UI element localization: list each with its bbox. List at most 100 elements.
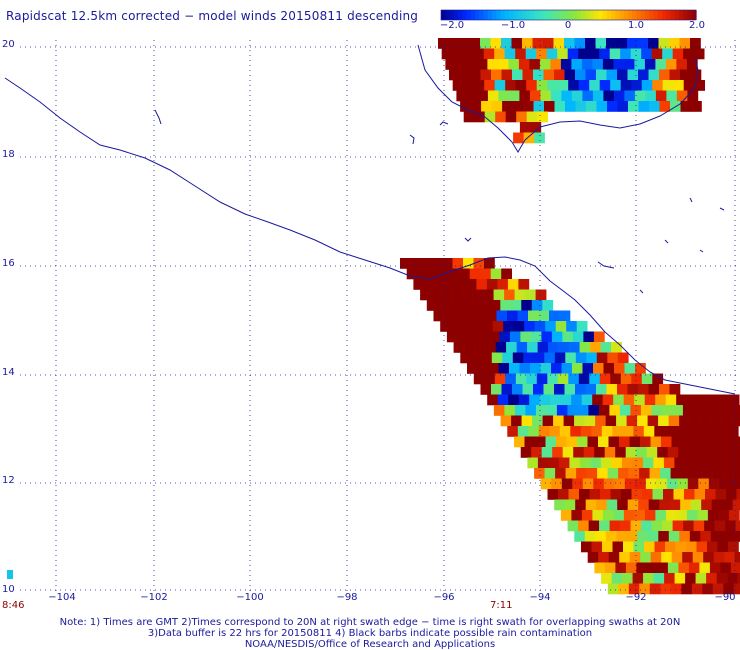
wind-cell [668, 531, 680, 542]
wind-cell [574, 531, 586, 542]
wind-cell [603, 90, 615, 102]
wind-cell [606, 69, 618, 81]
wind-cell [613, 59, 625, 70]
wind-cell [535, 405, 547, 416]
wind-cell [610, 373, 622, 385]
wind-cell [584, 415, 596, 427]
wind-cell [567, 520, 579, 532]
wind-cell [668, 415, 680, 427]
y-tick-label: 18 [2, 149, 15, 160]
wind-cell [737, 457, 740, 469]
wind-cell [622, 426, 634, 437]
wind-cell [517, 310, 529, 322]
wind-cell [731, 531, 740, 542]
wind-cell [466, 90, 478, 102]
wind-cell [517, 426, 529, 437]
wind-cell [727, 426, 739, 437]
colorbar-segment [530, 10, 536, 20]
wind-cell [490, 38, 502, 49]
colorbar-segment [628, 10, 633, 20]
wind-cell [699, 447, 710, 458]
wind-cell [400, 258, 411, 269]
wind-cell [612, 541, 624, 553]
wind-cell [702, 583, 714, 595]
wind-cell [721, 531, 733, 542]
wind-cell [733, 583, 740, 595]
wind-cell [508, 59, 520, 70]
wind-cell [694, 489, 706, 500]
wind-cell [549, 310, 560, 322]
wind-cell [714, 405, 726, 416]
wind-cell [535, 436, 546, 448]
wind-cell [581, 59, 593, 70]
wind-cell [614, 363, 625, 374]
wind-cell [484, 80, 495, 91]
wind-cell [540, 363, 552, 374]
wind-cell [664, 573, 675, 584]
wind-cell [731, 415, 740, 427]
colorbar-segment [547, 10, 553, 20]
wind-cell [497, 279, 509, 290]
wind-cell [569, 457, 581, 469]
wind-cell [729, 478, 740, 490]
wind-cell [421, 258, 432, 269]
wind-cell [501, 268, 512, 280]
wind-cell [637, 531, 649, 542]
wind-cell [602, 394, 614, 406]
wind-cell [577, 436, 588, 448]
wind-cell [538, 310, 550, 322]
wind-cell [483, 48, 495, 60]
wind-cell [614, 478, 626, 490]
swath-time-left: 8:46 [2, 600, 25, 611]
wind-cell [630, 48, 642, 60]
wind-cell [682, 436, 693, 448]
wind-cell [711, 499, 723, 511]
wind-cell [454, 310, 466, 322]
colorbar-segment [526, 10, 531, 20]
wind-cell [527, 342, 538, 353]
wind-cell [480, 268, 491, 280]
wind-cell [533, 352, 545, 364]
wind-cell [588, 405, 600, 416]
wind-cell [444, 310, 455, 322]
wind-cell [662, 520, 673, 532]
wind-cell [655, 90, 667, 102]
wind-cell [545, 321, 556, 332]
wind-cell [638, 384, 649, 395]
wind-cell [665, 541, 676, 553]
wind-cell [639, 468, 650, 479]
wind-cell [534, 321, 546, 332]
wind-cell [629, 552, 641, 563]
wind-cell [613, 90, 625, 102]
colorbar-segment [555, 10, 561, 20]
wind-cell [512, 352, 524, 364]
wind-cell [484, 258, 495, 269]
wind-cell [549, 426, 561, 437]
wind-cell [672, 520, 684, 532]
wind-cell [564, 499, 576, 511]
wind-cell [730, 447, 740, 458]
wind-cell [558, 342, 570, 353]
wind-cell [598, 436, 609, 448]
colorbar-segment [649, 10, 655, 20]
wind-cell [528, 310, 539, 322]
wind-cell [501, 384, 513, 395]
wind-cell [617, 101, 629, 112]
wind-cell [592, 59, 604, 70]
wind-cell [515, 80, 527, 91]
colorbar-segment [509, 10, 514, 20]
wind-cell [649, 101, 660, 112]
wind-cell [459, 69, 471, 81]
wind-cell [573, 447, 584, 458]
wind-cell [509, 363, 520, 374]
wind-cell [673, 80, 684, 91]
wind-cell [551, 363, 562, 374]
wind-cell [625, 447, 637, 458]
wind-cell [495, 342, 507, 353]
wind-cell [470, 69, 481, 81]
colorbar-segment [534, 10, 540, 20]
wind-cell [477, 363, 489, 374]
wind-cell [659, 101, 671, 112]
wind-cell [687, 478, 699, 490]
wind-cell [629, 436, 641, 448]
